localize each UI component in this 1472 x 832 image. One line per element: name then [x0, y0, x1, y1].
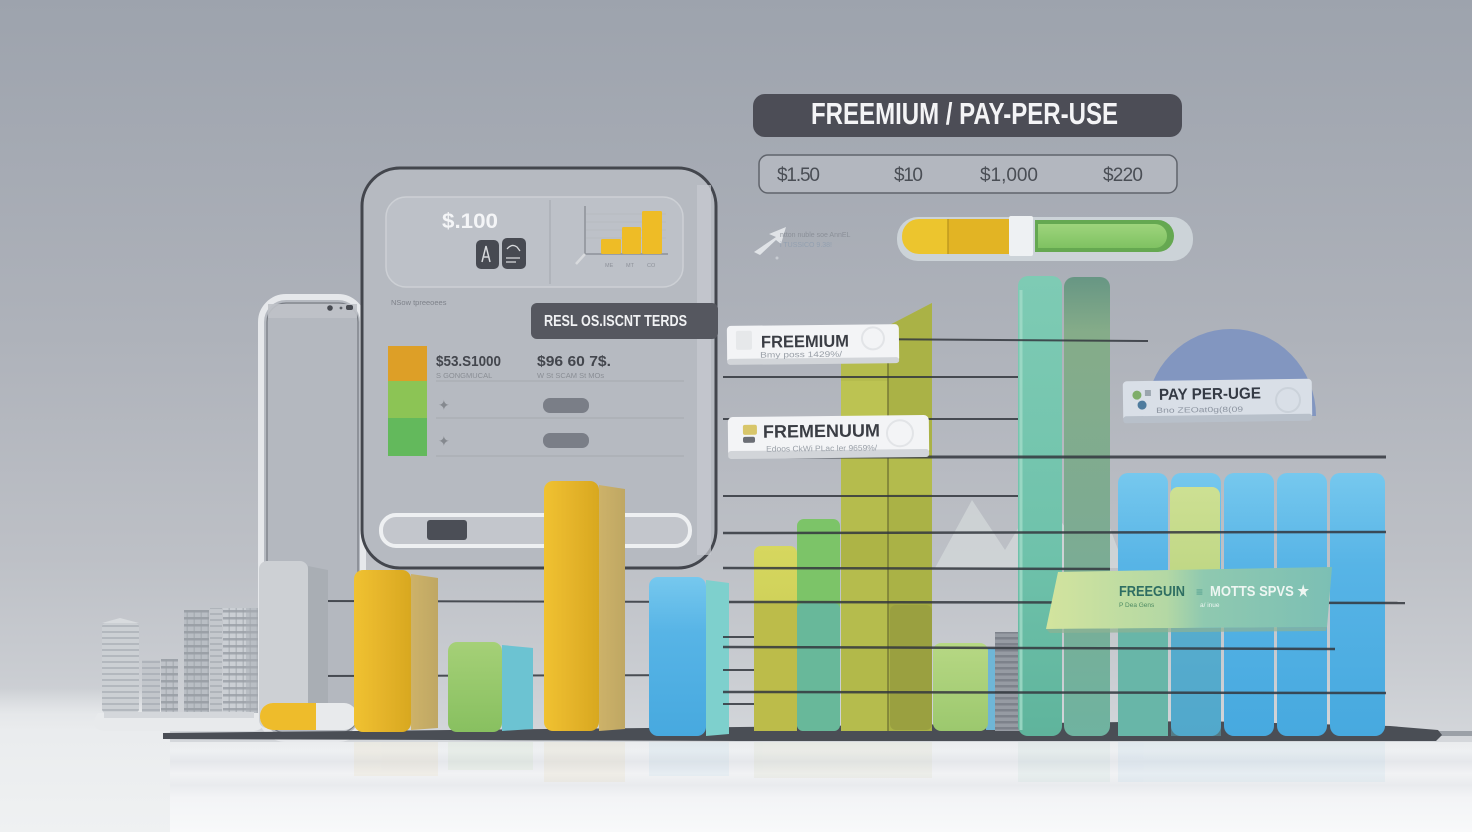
- svg-text:$1,000: $1,000: [980, 165, 1038, 186]
- svg-text:≡: ≡: [1196, 585, 1203, 599]
- svg-text:i TUSSICO 9.38!: i TUSSICO 9.38!: [780, 242, 832, 249]
- svg-text:✦: ✦: [438, 433, 450, 449]
- svg-text:NSow tpreeoees: NSow tpreeoees: [391, 298, 447, 307]
- svg-text:FREMENUUM: FREMENUUM: [763, 420, 880, 441]
- svg-text:S GONGMUCAL: S GONGMUCAL: [436, 371, 492, 380]
- svg-text:PAY PER-UGE: PAY PER-UGE: [1159, 385, 1262, 403]
- svg-text:ntton nuble soe AnnEL: ntton nuble soe AnnEL: [780, 232, 851, 239]
- svg-text:$.100: $.100: [442, 210, 498, 233]
- svg-text:CO: CO: [647, 263, 656, 269]
- svg-text:W St SCAM St MOs: W St SCAM St MOs: [537, 371, 604, 380]
- svg-text:$1.50: $1.50: [777, 165, 820, 186]
- svg-text:MT: MT: [626, 263, 635, 269]
- svg-text:FREEMIUM / PAY-PER-USE: FREEMIUM / PAY-PER-USE: [811, 96, 1118, 131]
- svg-text:Edoos CkWi PLac ler 9659%/: Edoos CkWi PLac ler 9659%/: [766, 443, 878, 453]
- svg-text:$53.S1000: $53.S1000: [436, 353, 501, 370]
- svg-text:P Dea Gens: P Dea Gens: [1119, 602, 1155, 609]
- svg-text:Bno ZEOat0g(8(09: Bno ZEOat0g(8(09: [1156, 405, 1243, 415]
- svg-text:$96 60 7$.: $96 60 7$.: [537, 353, 611, 370]
- svg-text:MOTTS SPVS ★: MOTTS SPVS ★: [1210, 583, 1309, 600]
- svg-text:✦: ✦: [438, 397, 450, 413]
- svg-text:FREEMIUM: FREEMIUM: [761, 332, 849, 352]
- svg-text:RESL OS.ISCNT TERDS: RESL OS.ISCNT TERDS: [544, 313, 687, 330]
- svg-text:ME: ME: [605, 263, 614, 269]
- svg-text:$220: $220: [1103, 165, 1143, 186]
- svg-text:$10: $10: [894, 165, 923, 186]
- svg-text:FREEGUIN: FREEGUIN: [1119, 583, 1185, 600]
- svg-text:Bmy poss 1429%/: Bmy poss 1429%/: [760, 350, 843, 360]
- svg-text:a/ inue: a/ inue: [1200, 602, 1220, 609]
